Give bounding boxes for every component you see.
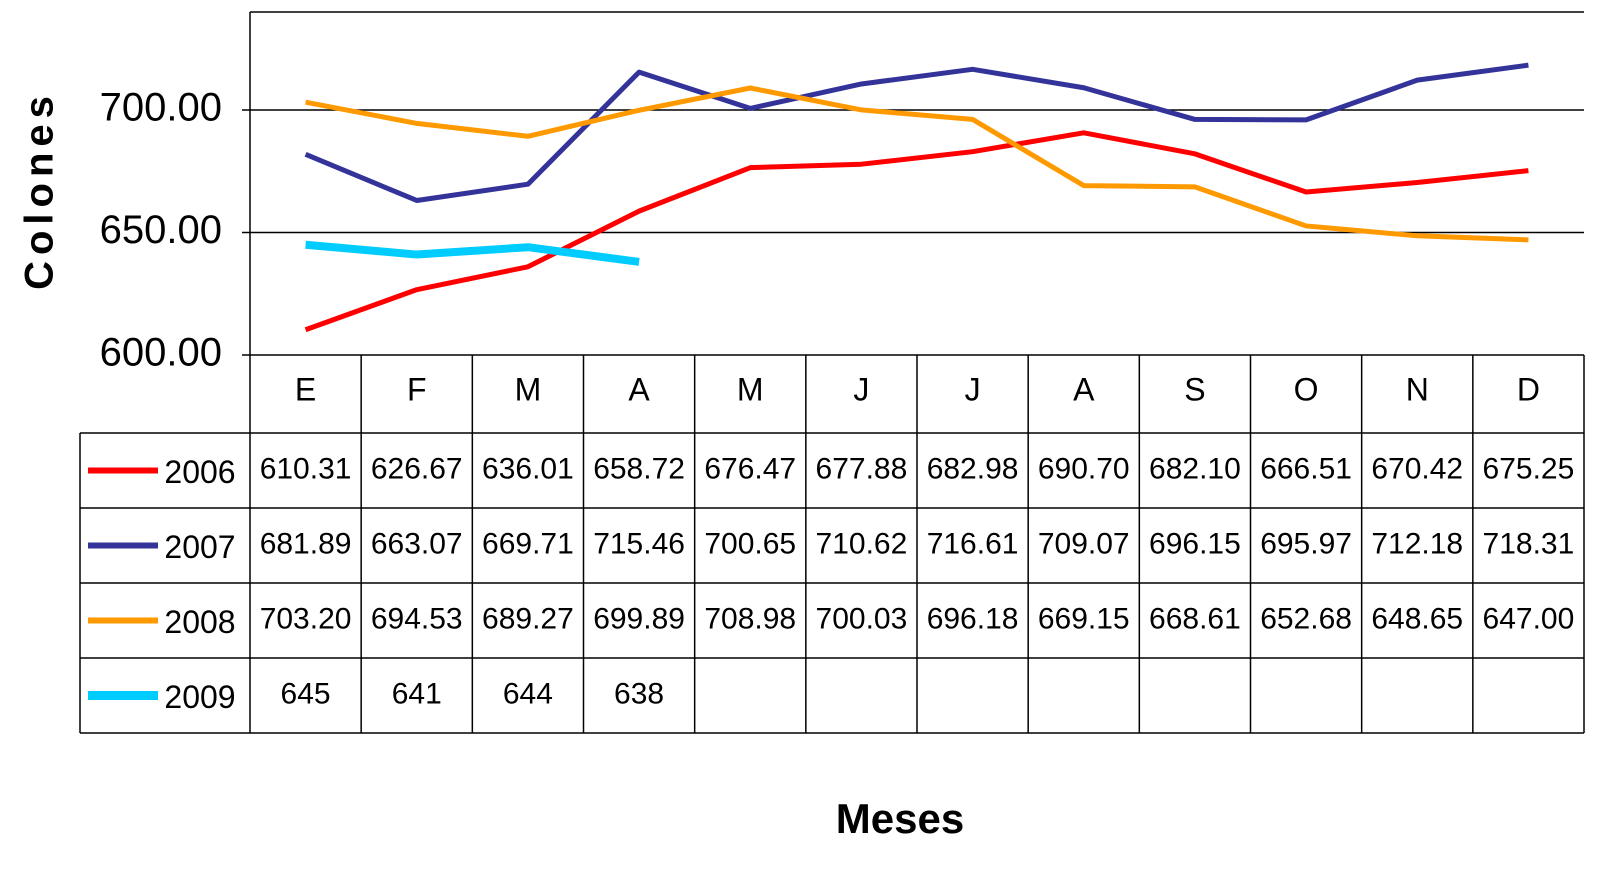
table-cell: 670.42 (1371, 452, 1463, 485)
table-cell: 669.71 (482, 527, 574, 560)
x-tick-label: J (965, 371, 981, 407)
legend-label: 2006 (164, 454, 235, 490)
x-tick-label: A (1073, 371, 1095, 407)
table-cell: 647.00 (1483, 602, 1575, 635)
table-cell: 708.98 (704, 602, 796, 635)
y-axis-title: Colones (18, 90, 62, 290)
table-cell: 718.31 (1483, 527, 1575, 560)
legend-label: 2007 (164, 529, 235, 565)
y-tick-label: 600.00 (100, 331, 222, 375)
table-cell: 610.31 (260, 452, 352, 485)
table-cell: 682.10 (1149, 452, 1241, 485)
series-line (304, 62, 1529, 203)
table-cell: 690.70 (1038, 452, 1130, 485)
table-cell: 695.97 (1260, 527, 1352, 560)
legend-label: 2008 (164, 604, 235, 640)
table-cell: 645 (281, 677, 331, 710)
table-cell: 700.65 (704, 527, 796, 560)
table-cell: 696.18 (927, 602, 1019, 635)
table-cell: 677.88 (816, 452, 908, 485)
table-cell: 699.89 (593, 602, 685, 635)
table-cell: 700.03 (816, 602, 908, 635)
x-tick-label: S (1184, 371, 1205, 407)
table-cell: 681.89 (260, 527, 352, 560)
table-cell: 648.65 (1371, 602, 1463, 635)
table-cell: 652.68 (1260, 602, 1352, 635)
table-cell: 703.20 (260, 602, 352, 635)
x-tick-label: D (1517, 371, 1540, 407)
series-line (305, 240, 640, 266)
x-axis-title: Meses (836, 795, 964, 842)
x-tick-label: M (737, 371, 764, 407)
table-cell: 668.61 (1149, 602, 1241, 635)
x-tick-label: N (1406, 371, 1429, 407)
table-cell: 696.15 (1149, 527, 1241, 560)
table-cell: 636.01 (482, 452, 574, 485)
table-cell: 676.47 (704, 452, 796, 485)
x-tick-label: O (1294, 371, 1319, 407)
table-cell: 666.51 (1260, 452, 1352, 485)
series-line (304, 130, 1529, 333)
table-cell: 675.25 (1483, 452, 1575, 485)
table-cell: 626.67 (371, 452, 463, 485)
table-cell: 663.07 (371, 527, 463, 560)
x-tick-label: A (628, 371, 650, 407)
table-cell: 716.61 (927, 527, 1019, 560)
table-cell: 638 (614, 677, 664, 710)
table-cell: 644 (503, 677, 553, 710)
y-tick-label: 650.00 (100, 208, 222, 252)
table-cell: 689.27 (482, 602, 574, 635)
series-line (305, 85, 1529, 243)
table-cell: 710.62 (816, 527, 908, 560)
legend-label: 2009 (164, 679, 235, 715)
table-cell: 712.18 (1371, 527, 1463, 560)
table-cell: 709.07 (1038, 527, 1130, 560)
table-cell: 641 (392, 677, 442, 710)
y-tick-label: 700.00 (100, 86, 222, 130)
x-tick-label: F (407, 371, 427, 407)
table-cell: 715.46 (593, 527, 685, 560)
table-cell: 694.53 (371, 602, 463, 635)
x-tick-label: J (853, 371, 869, 407)
x-tick-label: M (515, 371, 542, 407)
table-cell: 682.98 (927, 452, 1019, 485)
table-cell: 669.15 (1038, 602, 1130, 635)
table-cell: 658.72 (593, 452, 685, 485)
x-tick-label: E (295, 371, 316, 407)
